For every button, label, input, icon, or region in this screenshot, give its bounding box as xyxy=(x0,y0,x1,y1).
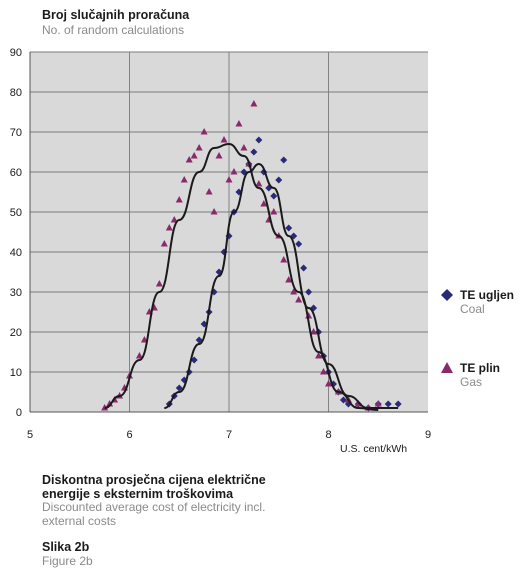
data-point-gas xyxy=(180,176,188,183)
legend-item-coal: TE ugljen Coal xyxy=(440,288,514,316)
fit-curve-gas xyxy=(104,142,379,411)
data-point-gas xyxy=(205,188,213,195)
data-point-gas xyxy=(106,400,114,407)
figure-label: Slika 2b xyxy=(42,540,90,554)
data-point-coal xyxy=(190,356,198,364)
data-point-gas xyxy=(270,208,278,215)
data-point-coal xyxy=(255,136,263,144)
data-point-coal xyxy=(339,396,347,404)
legend-label-gas: TE plin xyxy=(460,361,500,375)
legend-label-gas-en: Gas xyxy=(460,375,483,389)
data-point-gas xyxy=(220,136,228,143)
data-point-coal xyxy=(305,288,313,296)
data-point-gas xyxy=(195,144,203,151)
data-point-gas xyxy=(225,176,233,183)
data-point-coal xyxy=(250,148,258,156)
y-axis-title-en: No. of random calculations xyxy=(42,23,185,37)
data-point-gas xyxy=(215,152,223,159)
data-point-gas xyxy=(135,352,143,359)
data-point-gas xyxy=(160,240,168,247)
data-point-gas xyxy=(200,128,208,135)
data-point-gas xyxy=(235,120,243,127)
y-tick-label: 60 xyxy=(10,167,22,179)
data-point-gas xyxy=(315,352,323,359)
data-point-gas xyxy=(320,368,328,375)
data-point-gas xyxy=(285,276,293,283)
y-tick-label: 10 xyxy=(10,367,22,379)
data-point-gas xyxy=(374,400,382,407)
data-point-coal xyxy=(280,156,288,164)
data-point-gas xyxy=(325,380,332,387)
data-point-gas xyxy=(175,196,183,203)
y-axis-title: Broj slučajnih proračuna xyxy=(42,8,190,22)
x-tick-label: 8 xyxy=(325,429,331,441)
y-tick-label: 30 xyxy=(10,287,22,299)
data-point-gas xyxy=(240,144,248,151)
y-tick-label: 20 xyxy=(10,327,22,339)
x-tick-label: 7 xyxy=(226,429,232,441)
x-axis-unit: U.S. cent/kWh xyxy=(340,443,408,455)
data-point-coal xyxy=(270,192,278,200)
x-tick-label: 6 xyxy=(126,429,132,441)
x-tick-label: 9 xyxy=(425,429,431,441)
data-point-gas xyxy=(280,256,288,263)
fit-curve-coal xyxy=(164,162,399,409)
data-point-coal xyxy=(285,224,293,232)
data-point-gas xyxy=(165,224,173,231)
legend-label-coal: TE ugljen xyxy=(460,288,514,302)
data-point-coal xyxy=(300,264,308,272)
diamond-icon xyxy=(441,289,453,301)
x-axis-caption-en: Discounted average cost of electricity i… xyxy=(42,500,266,528)
data-point-gas xyxy=(210,208,218,215)
data-point-coal xyxy=(394,400,402,408)
data-point-gas xyxy=(310,328,318,335)
data-point-coal xyxy=(295,240,303,248)
data-point-gas xyxy=(185,156,193,163)
data-point-gas xyxy=(250,100,258,107)
data-point-gas xyxy=(255,180,263,187)
data-point-coal xyxy=(275,176,283,184)
data-point-gas xyxy=(290,288,298,295)
data-point-coal xyxy=(384,400,392,408)
legend-item-gas: TE plin Gas xyxy=(440,361,500,389)
y-tick-label: 70 xyxy=(10,127,22,139)
x-axis-caption: Diskontna prosječna cijena električne en… xyxy=(42,473,266,501)
y-tick-label: 0 xyxy=(16,407,22,419)
triangle-icon xyxy=(441,362,453,373)
y-tick-label: 40 xyxy=(10,247,22,259)
y-tick-label: 50 xyxy=(10,207,22,219)
x-tick-label: 5 xyxy=(27,429,33,441)
scatter-chart: 0 10 20 30 40 50 60 70 80 90 5 6 7 8 9 xyxy=(10,47,431,441)
legend-label-coal-en: Coal xyxy=(460,302,485,316)
figure-label-en: Figure 2b xyxy=(42,554,93,568)
data-point-gas xyxy=(295,296,303,303)
data-point-gas xyxy=(170,216,178,223)
data-point-gas xyxy=(155,280,163,287)
y-tick-label: 90 xyxy=(10,47,22,59)
y-tick-label: 80 xyxy=(10,87,22,99)
data-point-gas xyxy=(260,200,268,207)
data-point-coal xyxy=(175,384,183,392)
data-point-gas xyxy=(190,152,198,159)
data-point-gas xyxy=(230,168,238,175)
